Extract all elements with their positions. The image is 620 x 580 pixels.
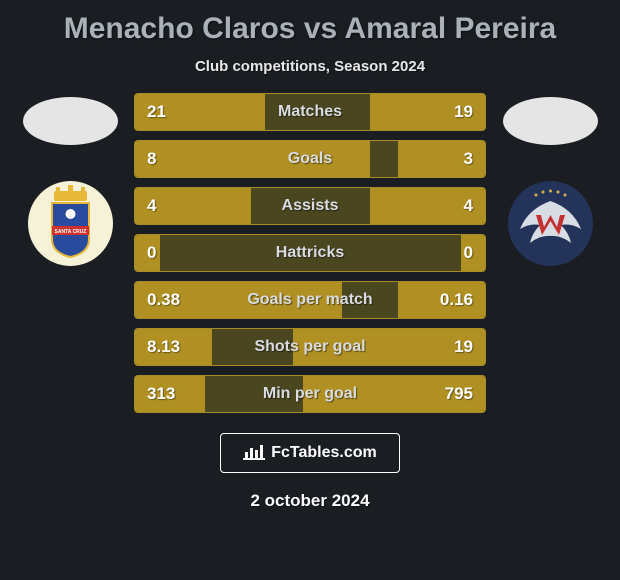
- chart-icon: [243, 444, 265, 462]
- stat-bar-row: 8 3 Goals: [134, 140, 486, 178]
- blooming-crest-icon: SANTA CRUZ: [28, 181, 113, 266]
- stat-left-value: 8: [147, 149, 156, 169]
- stat-right-value: 795: [445, 384, 473, 404]
- stat-label: Matches: [278, 103, 342, 121]
- player1-silhouette: [23, 97, 118, 145]
- comparison-title: Menacho Claros vs Amaral Pereira: [0, 0, 620, 46]
- stat-right-value: 3: [464, 149, 473, 169]
- stat-bar-row: 8.13 19 Shots per goal: [134, 328, 486, 366]
- comparison-content: SANTA CRUZ 2119Matches83Goals44Assists00…: [0, 93, 620, 413]
- stat-label: Shots per goal: [254, 338, 365, 356]
- stat-label: Goals per match: [247, 291, 372, 309]
- stat-bar-row: 0 0 Hattricks: [134, 234, 486, 272]
- stat-right-value: 0.16: [440, 290, 473, 310]
- site-logo-box: FcTables.com: [220, 433, 400, 473]
- stat-label: Goals: [288, 150, 332, 168]
- player2-silhouette: [503, 97, 598, 145]
- season-subtitle: Club competitions, Season 2024: [0, 58, 620, 75]
- left-player-col: SANTA CRUZ: [10, 93, 130, 266]
- stat-bars-container: 21 19 Matches 8 3 Goals 4 4 Assists 0 0 Hattricks 0.…: [130, 93, 490, 413]
- stat-bar-row: 313 795 Min per goal: [134, 375, 486, 413]
- stat-left-value: 313: [147, 384, 175, 404]
- stat-left-value: 21: [147, 102, 166, 122]
- stat-bar-row: 0.38 0.16 Goals per match: [134, 281, 486, 319]
- stat-left-value: 4: [147, 196, 156, 216]
- stat-right-value: 19: [454, 337, 473, 357]
- stat-left-value: 0.38: [147, 290, 180, 310]
- stat-left-value: 8.13: [147, 337, 180, 357]
- stat-label: Assists: [282, 197, 339, 215]
- footer-date: 2 october 2024: [0, 491, 620, 511]
- stat-left-value: 0: [147, 243, 156, 263]
- stat-right-value: 19: [454, 102, 473, 122]
- vs-text: vs: [304, 12, 337, 45]
- player2-name: Amaral Pereira: [344, 12, 556, 45]
- site-name: FcTables.com: [271, 444, 377, 462]
- stat-label: Min per goal: [263, 385, 357, 403]
- wilstermann-crest-icon: [508, 181, 593, 266]
- svg-text:SANTA CRUZ: SANTA CRUZ: [54, 229, 86, 235]
- stat-label: Hattricks: [276, 244, 344, 262]
- player2-club-logo: [508, 181, 593, 266]
- stat-bar-row: 4 4 Assists: [134, 187, 486, 225]
- stat-right-value: 0: [464, 243, 473, 263]
- player1-club-logo: SANTA CRUZ: [28, 181, 113, 266]
- stat-bar-row: 21 19 Matches: [134, 93, 486, 131]
- right-player-col: [490, 93, 610, 266]
- stat-bar-left-fill: [135, 141, 370, 177]
- stat-right-value: 4: [464, 196, 473, 216]
- player1-name: Menacho Claros: [64, 12, 296, 45]
